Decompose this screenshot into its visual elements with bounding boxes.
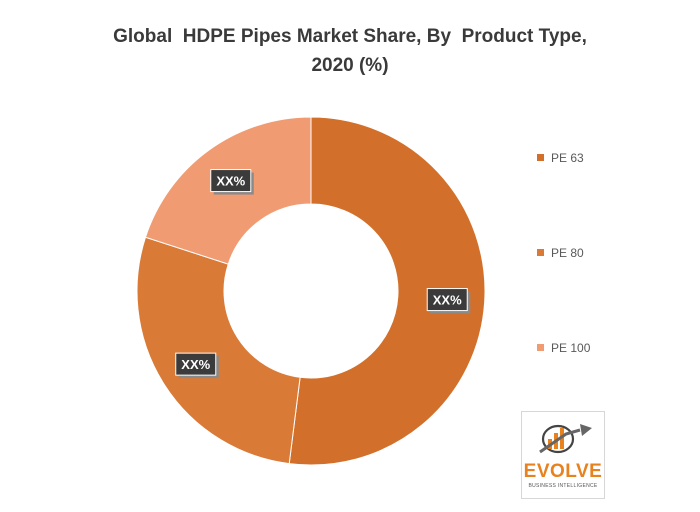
growth-chart-icon: [539, 424, 592, 454]
legend-item-pe100: PE 100: [537, 340, 657, 356]
logo-wordmark: EVOLVE: [523, 461, 603, 482]
chart-title-line-2: 2020 (%): [311, 55, 389, 76]
logo-tagline: BUSINESS INTELLIGENCE: [528, 483, 598, 489]
data-label-text: XX%: [181, 357, 210, 372]
data-label-box: [210, 169, 252, 193]
chart-title-line-1: Global HDPE Pipes Market Share, By Produ…: [113, 26, 587, 47]
legend-item-pe63: PE 63: [537, 150, 657, 166]
data-label-box: [175, 352, 217, 376]
legend-label-pe63: PE 63: [551, 151, 584, 165]
donut-slice-pe63: [288, 116, 486, 466]
data-label-text: XX%: [433, 293, 462, 308]
data-label-box: [426, 288, 468, 312]
data-label-text: XX%: [216, 174, 245, 189]
legend-label-pe100: PE 100: [551, 341, 591, 355]
evolve-logo: EVOLVE BUSINESS INTELLIGENCE: [521, 411, 605, 499]
legend-swatch-pe100: [537, 344, 544, 352]
data-label-pe80: XX%: [175, 352, 219, 379]
legend-swatch-pe80: [537, 249, 544, 257]
data-label-pe100: XX%: [210, 169, 254, 195]
legend-label-pe80: PE 80: [551, 246, 584, 260]
donut-slice-pe80: [136, 236, 301, 465]
legend-swatch-pe63: [537, 154, 544, 162]
legend-item-pe80: PE 80: [537, 245, 657, 261]
chart-title: Global HDPE Pipes Market Share, By Produ…: [0, 22, 700, 80]
data-label-pe63: XX%: [426, 288, 471, 314]
